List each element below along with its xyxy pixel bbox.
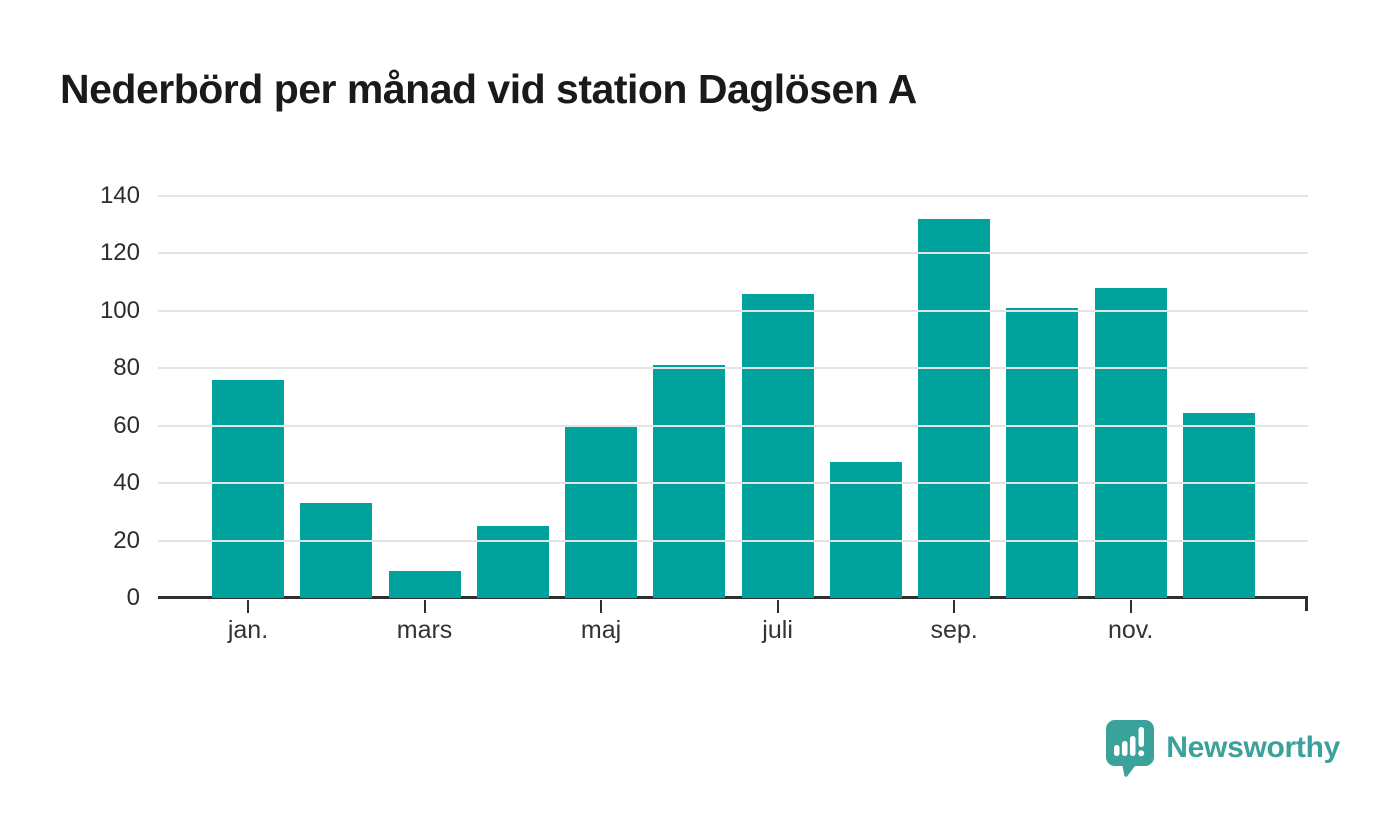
x-tick-label-maj: maj: [580, 616, 622, 644]
x-tick-sep.: [953, 600, 956, 613]
x-tick-juli: [776, 600, 779, 613]
y-tick-label-140: 140: [99, 182, 140, 209]
x-axis-endcap-tick: [1305, 598, 1308, 611]
y-tick-label-60: 60: [113, 411, 140, 439]
x-tick-label-juli: juli: [762, 616, 793, 644]
bar-slot-apr.: [476, 196, 549, 598]
x-tick-nov.: [1129, 600, 1132, 613]
x-tick-label-sep.: sep.: [930, 616, 978, 644]
bar-slot-sep.: sep.: [918, 196, 991, 644]
bar-maj: [565, 427, 638, 598]
bar-okt.: [1006, 308, 1079, 598]
y-tick-label-120: 120: [99, 239, 140, 267]
gridline-120: [158, 252, 1308, 255]
bar-aug.: [829, 461, 902, 598]
y-tick-label-80: 80: [113, 354, 140, 382]
bar-slot-aug.: [829, 196, 902, 598]
bar-slot-mars: mars: [388, 196, 461, 644]
gridline-20: [158, 539, 1308, 542]
x-tick-jan.: [247, 600, 249, 613]
bar-nov.: [1094, 287, 1167, 598]
bar-slot-nov.: nov.: [1094, 196, 1167, 644]
bar-slot-okt.: [1006, 196, 1079, 598]
bar-juni: [653, 365, 726, 598]
bar-sep.: [918, 218, 991, 598]
bar-jan.: [212, 379, 284, 598]
bar-slot-maj: maj: [565, 196, 638, 644]
gridline-40: [158, 482, 1308, 485]
y-axis-labels: 0 20 40 60 80 100 120 140: [30, 184, 140, 610]
y-tick-label-20: 20: [113, 526, 140, 554]
bar-juli: [741, 293, 814, 598]
brand-name: Newsworthy: [1166, 731, 1340, 764]
bar-slot-dec.: [1182, 196, 1255, 598]
x-tick-label-nov.: nov.: [1107, 616, 1154, 644]
gridline-100: [158, 309, 1308, 312]
y-tick-label-40: 40: [113, 469, 140, 497]
y-tick-label-100: 100: [99, 296, 140, 324]
bar-feb.: [300, 503, 373, 598]
x-tick-label-mars: mars: [396, 616, 453, 644]
gridline-60: [158, 424, 1308, 427]
gridline-140: [158, 195, 1308, 197]
bar-mars: [388, 570, 461, 598]
bar-apr.: [476, 526, 549, 598]
newsworthy-logo-icon: [1106, 720, 1155, 777]
gridline-80: [158, 367, 1308, 370]
y-tick-label-0: 0: [126, 584, 140, 611]
bars-container: jan. mars maj juli sep. nov.: [212, 196, 1255, 644]
brand-footer: Newsworthy: [1105, 719, 1340, 777]
x-tick-mars: [423, 600, 426, 613]
bar-dec.: [1182, 412, 1255, 598]
bar-slot-juli: juli: [741, 196, 814, 644]
x-tick-maj: [600, 600, 603, 613]
chart-title: Nederbörd per månad vid station Daglösen…: [60, 66, 917, 112]
bar-slot-juni: [653, 196, 726, 598]
bar-slot-feb.: [300, 196, 373, 598]
x-axis-line: [158, 596, 1308, 599]
bar-slot-jan.: jan.: [212, 196, 284, 644]
x-tick-label-jan.: jan.: [227, 616, 269, 644]
bar-chart-plot-area: jan. mars maj juli sep. nov.: [158, 195, 1308, 644]
